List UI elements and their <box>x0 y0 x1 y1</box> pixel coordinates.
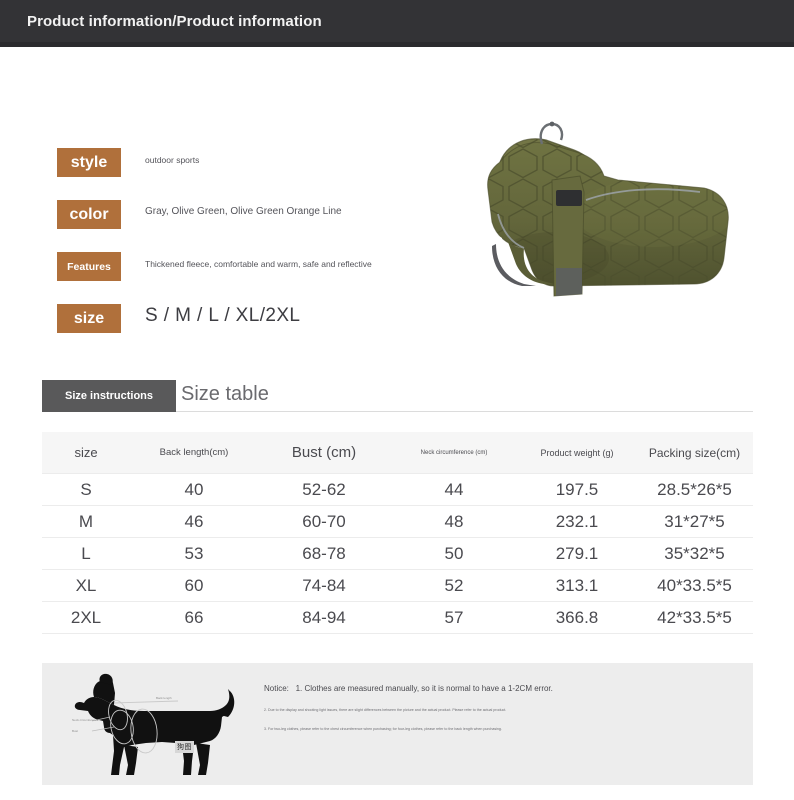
notice-line-1: Notice: 1. Clothes are measured manually… <box>264 684 734 693</box>
spec-row-style: style outdoor sports <box>57 148 407 200</box>
cell-neck: 44 <box>390 473 518 506</box>
coat-reflective-piping <box>497 188 701 249</box>
spec-row-features: Features Thickened fleece, comfortable a… <box>57 252 407 304</box>
dog-label-bust: Bust <box>72 729 78 733</box>
cell-size: XL <box>42 569 130 602</box>
size-table-body: S 40 52-62 44 197.5 28.5*26*5 M 46 60-70… <box>42 473 753 634</box>
column-header-bust: Bust (cm) <box>258 432 390 474</box>
product-image-dog-coat <box>404 118 744 343</box>
cell-pack: 40*33.5*5 <box>636 569 753 602</box>
cell-weight: 313.1 <box>518 569 636 602</box>
spec-value-features: Thickened fleece, comfortable and warm, … <box>145 259 372 269</box>
spec-tag-style: style <box>57 148 121 177</box>
table-row: XL 60 74-84 52 313.1 40*33.5*5 <box>42 569 753 602</box>
dog-measurement-diagram: Back length Neck circumference Bust 狗图 <box>70 669 255 781</box>
cell-bust: 60-70 <box>258 505 390 538</box>
notice-label: Notice: <box>264 684 289 693</box>
cell-neck: 50 <box>390 537 518 570</box>
column-header-back-length: Back length(cm) <box>130 432 258 474</box>
spec-tag-features: Features <box>57 252 121 281</box>
table-row: 2XL 66 84-94 57 366.8 42*33.5*5 <box>42 601 753 634</box>
table-row: L 53 68-78 50 279.1 35*32*5 <box>42 537 753 570</box>
cell-size: 2XL <box>42 601 130 634</box>
column-header-neck-circumference: Neck circumference (cm) <box>390 432 518 474</box>
notice-line-3: 3. For two-leg clothes, please refer to … <box>264 727 502 731</box>
spec-value-color: Gray, Olive Green, Olive Green Orange Li… <box>145 206 342 217</box>
table-row: M 46 60-70 48 232.1 31*27*5 <box>42 505 753 538</box>
coat-leg-opening <box>490 230 554 286</box>
cell-bust: 74-84 <box>258 569 390 602</box>
cell-neck: 48 <box>390 505 518 538</box>
dog-label-neck: Neck circumference <box>72 718 99 722</box>
cell-bust: 52-62 <box>258 473 390 506</box>
table-row: S 40 52-62 44 197.5 28.5*26*5 <box>42 473 753 506</box>
cell-size: L <box>42 537 130 570</box>
cell-pack: 31*27*5 <box>636 505 753 538</box>
notice-panel: Back length Neck circumference Bust 狗图 N… <box>42 663 753 785</box>
tab-size-instructions[interactable]: Size instructions <box>42 380 176 412</box>
column-header-size: size <box>42 432 130 474</box>
column-header-product-weight: Product weight (g) <box>518 432 636 474</box>
cell-pack: 35*32*5 <box>636 537 753 570</box>
column-header-packing-size: Packing size(cm) <box>636 432 753 474</box>
cell-back: 40 <box>130 473 258 506</box>
coat-clip-dring <box>539 121 564 145</box>
cell-back: 66 <box>130 601 258 634</box>
tab-underline-divider <box>176 411 753 412</box>
cell-weight: 197.5 <box>518 473 636 506</box>
cell-pack: 42*33.5*5 <box>636 601 753 634</box>
coat-closure-strap <box>551 175 585 297</box>
cell-weight: 366.8 <box>518 601 636 634</box>
dog-diagram-caption: 狗图 <box>175 741 194 753</box>
spec-row-color: color Gray, Olive Green, Olive Green Ora… <box>57 200 407 252</box>
cell-bust: 84-94 <box>258 601 390 634</box>
cell-size: M <box>42 505 130 538</box>
cell-bust: 68-78 <box>258 537 390 570</box>
spec-tag-color: color <box>57 200 121 229</box>
spec-row-size: size S / M / L / XL/2XL <box>57 304 407 356</box>
spec-value-size: S / M / L / XL/2XL <box>145 305 301 326</box>
cell-weight: 232.1 <box>518 505 636 538</box>
cell-back: 60 <box>130 569 258 602</box>
cell-size: S <box>42 473 130 506</box>
cell-back: 53 <box>130 537 258 570</box>
cell-neck: 57 <box>390 601 518 634</box>
notice-line-2: 2. Due to the display and shooting light… <box>264 708 507 712</box>
cell-back: 46 <box>130 505 258 538</box>
table-header-row: size Back length(cm) Bust (cm) Neck circ… <box>42 432 753 474</box>
size-table-title: Size table <box>181 383 269 405</box>
cell-weight: 279.1 <box>518 537 636 570</box>
notice-line-1-text: 1. Clothes are measured manually, so it … <box>295 684 553 693</box>
spec-value-style: outdoor sports <box>145 155 200 165</box>
size-table-head: size Back length(cm) Bust (cm) Neck circ… <box>42 432 753 474</box>
cell-pack: 28.5*26*5 <box>636 473 753 506</box>
product-spec-list: style outdoor sports color Gray, Olive G… <box>57 148 407 356</box>
page-header-banner: Product information/Product information <box>0 0 794 47</box>
size-table: size Back length(cm) Bust (cm) Neck circ… <box>42 432 753 634</box>
notice-text-block: Notice: 1. Clothes are measured manually… <box>264 684 734 731</box>
spec-tag-size: size <box>57 304 121 333</box>
dog-label-back-length: Back length <box>156 696 172 700</box>
cell-neck: 52 <box>390 569 518 602</box>
page-title: Product information/Product information <box>27 13 322 30</box>
